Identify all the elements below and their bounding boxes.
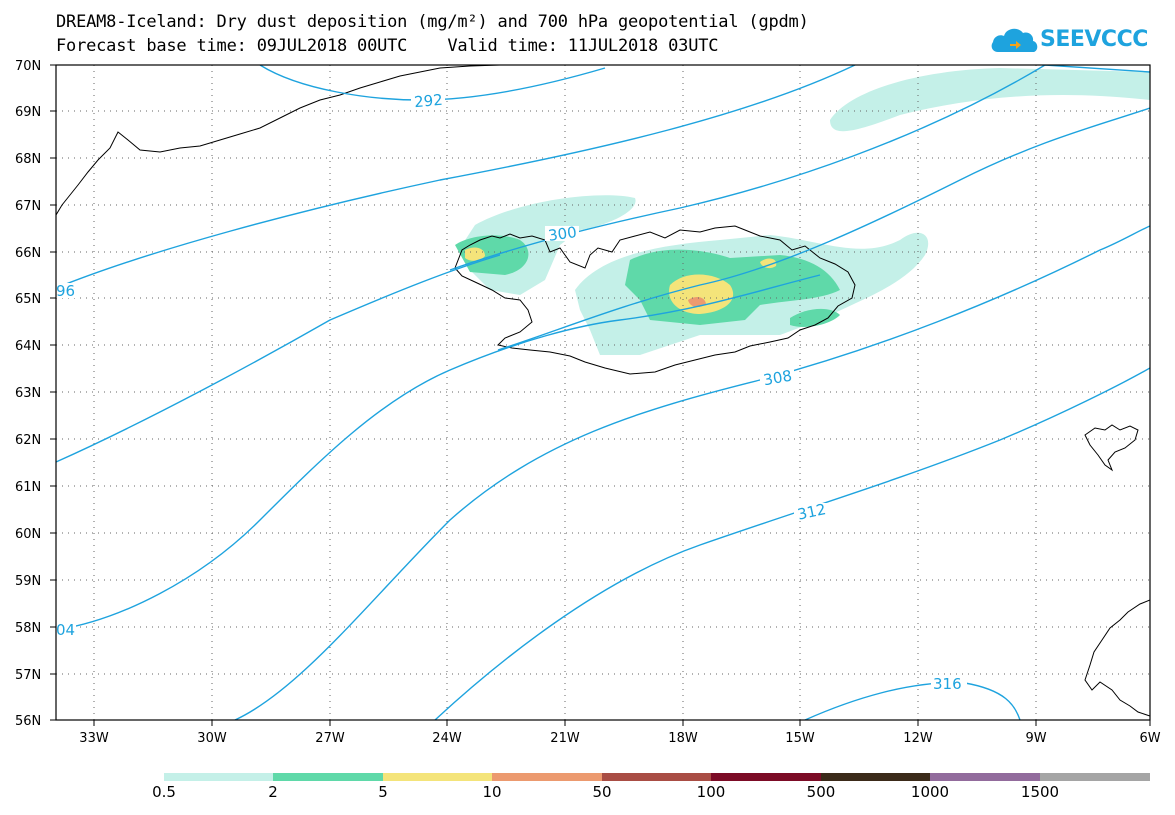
contour-label-312: 312 bbox=[796, 500, 828, 524]
lat-label: 62N bbox=[15, 433, 41, 448]
colorbar-segment bbox=[602, 773, 711, 781]
lat-label: 64N bbox=[15, 339, 41, 354]
scotland-coastline bbox=[1084, 599, 1150, 717]
colorbar-segment bbox=[164, 773, 273, 781]
map-subtitle: Forecast base time: 09JUL2018 00UTC Vali… bbox=[56, 36, 719, 56]
colorbar-segment bbox=[711, 773, 821, 781]
lat-label: 70N bbox=[15, 59, 41, 74]
contour-labels: 292 300 308 312 316 96 04 bbox=[56, 91, 967, 693]
lon-label: 15W bbox=[785, 731, 815, 746]
faroe-islands-coastline bbox=[1084, 424, 1139, 472]
lat-label: 68N bbox=[15, 152, 41, 167]
colorbar-label: 10 bbox=[482, 783, 502, 801]
colorbar-segment bbox=[383, 773, 492, 781]
lat-label: 69N bbox=[15, 105, 41, 120]
lon-label: 9W bbox=[1025, 731, 1046, 746]
lat-label: 65N bbox=[15, 292, 41, 307]
map-title: DREAM8-Iceland: Dry dust deposition (mg/… bbox=[56, 12, 809, 32]
colorbar-label: 5 bbox=[378, 783, 388, 801]
lat-label: 67N bbox=[15, 199, 41, 214]
latitude-labels: 70N 69N 68N 67N 66N 65N 64N 63N 62N 61N … bbox=[15, 59, 41, 729]
colorbar-segment bbox=[492, 773, 602, 781]
colorbar-segment bbox=[930, 773, 1040, 781]
colorbar-segment bbox=[821, 773, 930, 781]
colorbar-label: 1500 bbox=[1020, 783, 1060, 801]
lon-label: 6W bbox=[1139, 731, 1160, 746]
lon-label: 30W bbox=[197, 731, 227, 746]
contour-label-308: 308 bbox=[762, 367, 793, 390]
dust-deposition-shading bbox=[455, 68, 1150, 355]
lon-label: 21W bbox=[550, 731, 580, 746]
lat-label: 60N bbox=[15, 527, 41, 542]
lat-label: 57N bbox=[15, 668, 41, 683]
lat-label: 58N bbox=[15, 621, 41, 636]
lon-label: 12W bbox=[903, 731, 933, 746]
colorbar-label: 2 bbox=[268, 783, 278, 801]
tick-marks bbox=[50, 64, 1151, 726]
longitude-labels: 33W 30W 27W 24W 21W 18W 15W 12W 9W 6W bbox=[79, 731, 1160, 746]
graticule bbox=[56, 65, 1150, 720]
colorbar-segment bbox=[1040, 773, 1150, 781]
lon-label: 33W bbox=[79, 731, 109, 746]
colorbar-label: 500 bbox=[806, 783, 836, 801]
contour-label-316: 316 bbox=[933, 675, 962, 693]
colorbar-label: 50 bbox=[592, 783, 612, 801]
contour-label-300: 300 bbox=[547, 223, 578, 245]
coastlines bbox=[56, 65, 1150, 717]
lon-label: 24W bbox=[432, 731, 462, 746]
colorbar-label: 100 bbox=[696, 783, 726, 801]
lon-label: 18W bbox=[668, 731, 698, 746]
cloud-icon bbox=[991, 28, 1038, 52]
contour-label-304-partial: 04 bbox=[56, 621, 75, 639]
colorbar-label: 0.5 bbox=[152, 783, 176, 801]
lon-label: 27W bbox=[315, 731, 345, 746]
colorbar-label: 1000 bbox=[910, 783, 950, 801]
colorbar-segment bbox=[273, 773, 383, 781]
lat-label: 56N bbox=[15, 714, 41, 729]
lat-label: 61N bbox=[15, 480, 41, 495]
logo-text: SEEVCCC bbox=[1040, 27, 1148, 52]
contour-label-292: 292 bbox=[413, 91, 443, 111]
greenland-coastline bbox=[56, 65, 501, 216]
lat-label: 66N bbox=[15, 246, 41, 261]
lat-label: 59N bbox=[15, 574, 41, 589]
contour-label-296-partial: 96 bbox=[56, 282, 75, 300]
lat-label: 63N bbox=[15, 386, 41, 401]
